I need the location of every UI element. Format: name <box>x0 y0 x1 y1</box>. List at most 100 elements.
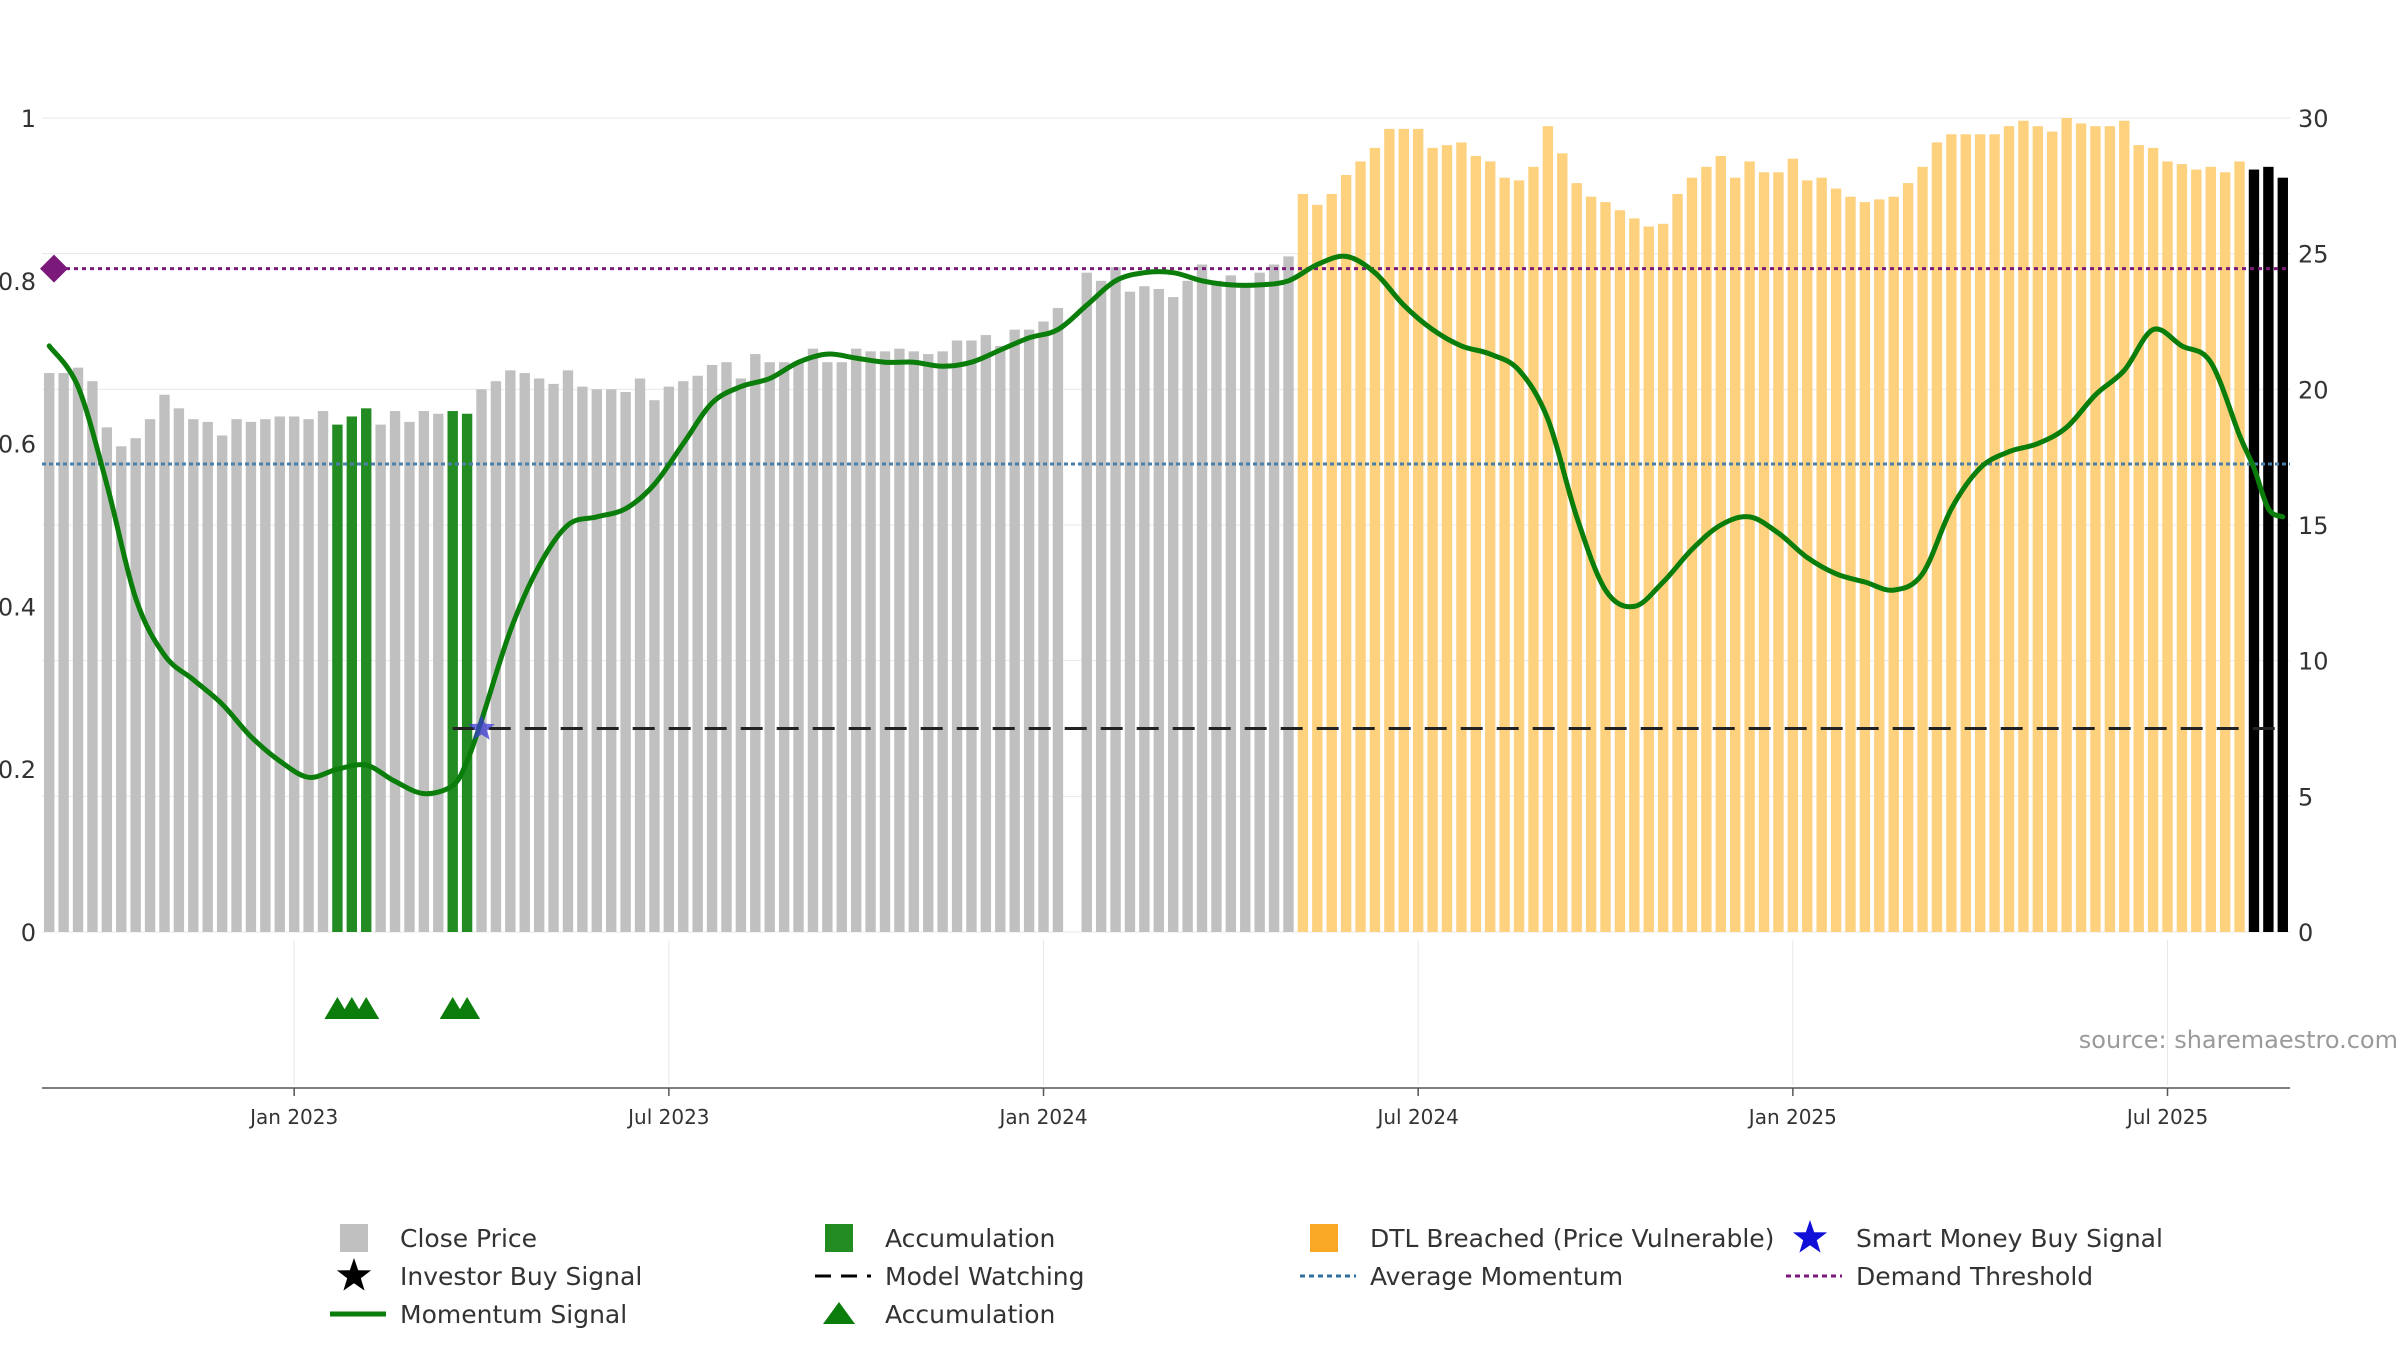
legend-item-demand-threshold: Demand Threshold <box>1786 1258 2093 1294</box>
dtl-breached-bar <box>1340 174 1352 933</box>
dtl-breached-bar <box>1845 196 1856 933</box>
green-line-icon <box>330 1296 390 1332</box>
dtl-breached-bar <box>2234 161 2245 932</box>
close-price-bar <box>620 392 631 933</box>
close-price-bar <box>908 351 920 932</box>
dtl-breached-bar <box>1614 210 1626 933</box>
close-price-bar <box>245 421 257 932</box>
dtl-breached-bar <box>2090 126 2101 932</box>
right-axis-tick-label: 25 <box>2298 241 2329 269</box>
close-price-bar <box>1110 267 1121 932</box>
dtl-breached-bar <box>1859 202 1871 932</box>
right-axis-tick-label: 10 <box>2298 648 2329 676</box>
legend-label: Smart Money Buy Signal <box>1856 1223 2163 1253</box>
dtl-breached-bar <box>1917 166 1928 933</box>
dtl-breached-bar <box>1744 161 1755 932</box>
close-price-bar <box>418 411 430 932</box>
dtl-breached-bar <box>1384 128 1395 932</box>
accumulation-bar <box>447 411 458 932</box>
momentum-signal-line <box>46 253 2286 797</box>
close-price-bar <box>58 373 69 932</box>
dtl-breached-bar <box>1701 166 1712 933</box>
gray-square-icon <box>330 1220 390 1256</box>
close-price-bar <box>1283 256 1294 932</box>
dtl-breached-bar <box>2047 131 2058 933</box>
x-axis-tick-label: Jul 2025 <box>2125 1105 2208 1129</box>
dtl-breached-bar <box>1629 218 1640 933</box>
close-price-bar <box>317 411 329 932</box>
close-price-bar <box>836 362 847 932</box>
black-star-icon <box>330 1258 390 1294</box>
dtl-breached-bar <box>1946 134 1957 932</box>
close-price-bar <box>2277 177 2288 932</box>
close-price-bar <box>1124 291 1136 932</box>
close-price-bar <box>1268 264 1280 932</box>
dtl-breached-bar <box>1974 134 1986 932</box>
close-price-bar <box>1240 286 1251 932</box>
dtl-breached-bar <box>1557 153 1568 933</box>
dtl-breached-bar <box>1643 226 1654 933</box>
legend-item-smart-money: Smart Money Buy Signal <box>1786 1220 2163 1256</box>
dtl-breached-bar <box>1874 199 1885 932</box>
line-series <box>40 253 2290 797</box>
legend-label: Demand Threshold <box>1856 1261 2094 1291</box>
close-price-bar <box>188 419 199 932</box>
close-price-bar <box>980 335 992 933</box>
close-price-bar <box>995 345 1006 932</box>
dtl-breached-bar <box>1773 172 1784 932</box>
close-price-bar <box>577 386 588 932</box>
close-price-bar <box>1081 272 1092 932</box>
dtl-breached-bar <box>1412 128 1424 932</box>
dtl-breached-bar <box>1542 126 1554 932</box>
dtl-breached-bar <box>1686 177 1698 932</box>
close-price-bar <box>116 446 127 932</box>
close-price-bar <box>663 386 675 932</box>
gridlines <box>42 117 2290 1085</box>
close-price-bar <box>1196 264 1208 932</box>
left-axis-tick-label: 0.6 <box>0 431 36 459</box>
dtl-breached-bar <box>1427 147 1438 932</box>
dtl-breached-bar <box>2219 172 2231 932</box>
dtl-breached-bar <box>2104 126 2116 932</box>
close-price-bar <box>1254 272 1265 932</box>
legend-label: Investor Buy Signal <box>400 1261 643 1291</box>
legend-label: Average Momentum <box>1370 1261 1624 1291</box>
legend-item-accumulation-signal: Accumulation <box>815 1296 1055 1332</box>
close-price-bar <box>1168 297 1179 933</box>
close-price-bar <box>1225 275 1237 933</box>
dtl-breached-bar <box>1960 134 1971 932</box>
close-price-bar <box>216 435 228 932</box>
dtl-breached-bar <box>1730 177 1741 932</box>
close-price-bar <box>505 370 516 933</box>
close-price-bar <box>101 427 113 932</box>
close-price-bar <box>303 419 314 932</box>
legend-item-model-watching: Model Watching <box>815 1258 1085 1294</box>
close-price-bar <box>822 362 833 932</box>
close-price-bar <box>562 370 574 933</box>
close-price-bar <box>375 424 386 932</box>
accumulation-bar <box>361 408 372 932</box>
right-axis-tick-label: 0 <box>2298 919 2313 947</box>
close-price-bar <box>87 381 98 932</box>
left-axis-tick-label: 0.4 <box>0 593 36 621</box>
legend-item-close-price: Close Price <box>330 1220 537 1256</box>
x-axis-tick-label: Jul 2023 <box>626 1105 709 1129</box>
dtl-breached-bar <box>1485 161 1496 932</box>
dtl-breached-bar <box>1398 128 1409 932</box>
legend-label: Model Watching <box>885 1261 1085 1291</box>
legend-label: Close Price <box>400 1223 538 1253</box>
dtl-breached-bar <box>1600 202 1611 932</box>
dtl-breached-bar <box>2075 123 2087 933</box>
close-price-bar <box>144 419 156 932</box>
legend: Close Price Accumulation DTL Breached (P… <box>0 1200 2400 1350</box>
dtl-breached-bar <box>2119 120 2130 933</box>
dtl-breached-bar <box>2018 120 2029 933</box>
dtl-breached-bar <box>2176 164 2188 933</box>
close-price-bar <box>692 375 703 932</box>
accumulation-bar <box>346 416 358 932</box>
close-price-bar <box>750 354 761 932</box>
close-price-bar <box>159 394 170 932</box>
